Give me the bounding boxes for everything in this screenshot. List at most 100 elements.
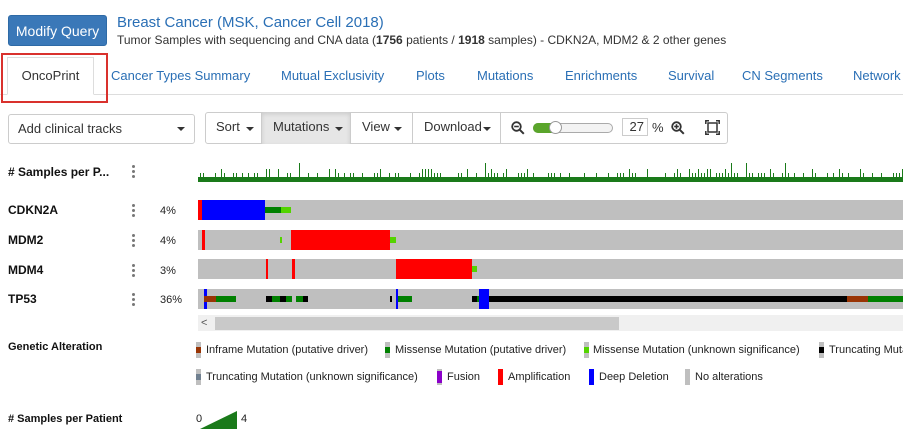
samples-track-bar xyxy=(701,173,702,177)
legend-swatch-missense-vus xyxy=(584,342,589,358)
tab-oncoprint[interactable]: OncoPrint xyxy=(7,57,94,95)
tab-mutual-exclusivity[interactable]: Mutual Exclusivity xyxy=(281,68,385,83)
samples-label: samples) xyxy=(484,33,537,47)
legend-label-truncating-vus: Truncating Mutation (unknown significanc… xyxy=(206,371,418,383)
missense-driver-cell xyxy=(286,296,292,302)
tab-plots[interactable]: Plots xyxy=(416,68,445,83)
samples-track-bar xyxy=(290,173,291,177)
tab-enrichments[interactable]: Enrichments xyxy=(565,68,638,83)
zoom-out-icon[interactable] xyxy=(511,121,525,135)
zoom-percent-input[interactable]: 27 xyxy=(622,118,648,136)
zoom-slider-fill xyxy=(533,123,555,133)
samples-track-bar xyxy=(395,173,396,177)
samples-track-bar xyxy=(725,169,726,177)
missense-driver-cell xyxy=(477,296,479,302)
truncating-driver-cell xyxy=(303,296,308,302)
track-menu-icon[interactable] xyxy=(132,165,135,180)
missense-vus-cell xyxy=(280,237,282,243)
samples-track-bar xyxy=(872,173,873,177)
samples-track-bar xyxy=(317,173,318,177)
track-menu-icon[interactable] xyxy=(132,293,135,308)
samples-track-bar xyxy=(896,173,897,177)
samples-track-bar xyxy=(704,173,705,177)
zoom-slider-handle[interactable] xyxy=(549,121,562,134)
clinical-tracks-placeholder: Add clinical tracks xyxy=(18,121,123,136)
genes-summary: - CDKN2A, MDM2 & 2 other genes xyxy=(536,33,727,47)
samples-track-bar xyxy=(695,173,696,177)
samples-track-bar xyxy=(506,169,507,177)
samples-count: 1918 xyxy=(458,33,485,47)
spp-legend-max: 4 xyxy=(241,413,248,425)
missense-driver-cell xyxy=(296,296,303,302)
legend-label-amplification: Amplification xyxy=(508,371,571,383)
tab-survival[interactable]: Survival xyxy=(668,68,715,83)
tab-network[interactable]: Network xyxy=(853,68,901,83)
inframe-driver-cell xyxy=(204,296,216,302)
scroll-left-arrow-icon[interactable]: < xyxy=(201,317,208,329)
samples-track-bar xyxy=(833,173,834,177)
legend-swatch-missense-driver xyxy=(385,342,390,358)
sort-label: Sort xyxy=(216,119,240,134)
gene-label-cdkn2a: CDKN2A xyxy=(8,203,59,217)
subtitle-prefix: Tumor Samples with sequencing and CNA da… xyxy=(117,33,377,47)
samples-track-bar xyxy=(434,173,435,177)
view-label: View xyxy=(362,119,390,134)
samples-per-patient-track xyxy=(198,163,903,182)
tab-mutations[interactable]: Mutations xyxy=(477,68,534,83)
altered-percent-cdkn2a: 4% xyxy=(160,205,176,217)
samples-track-bar xyxy=(461,173,462,177)
zoom-in-icon[interactable] xyxy=(671,121,685,135)
oncoprint-row-mdm2[interactable] xyxy=(198,230,903,250)
track-menu-icon[interactable] xyxy=(132,204,135,219)
samples-track-bar xyxy=(689,169,690,177)
samples-track-bar xyxy=(476,173,477,177)
samples-track-bar xyxy=(257,173,258,177)
samples-track-baseline xyxy=(198,177,903,182)
samples-track-bar xyxy=(737,173,738,177)
legend-label-missense-vus: Missense Mutation (unknown significance) xyxy=(593,344,800,356)
patients-label: patients / xyxy=(402,33,459,47)
download-button[interactable]: Download xyxy=(413,112,501,144)
zoom-to-fit-icon[interactable] xyxy=(705,120,720,135)
tab-cancer-types-summary[interactable]: Cancer Types Summary xyxy=(111,68,251,83)
track-menu-icon[interactable] xyxy=(132,234,135,249)
samples-track-bar xyxy=(815,173,816,177)
altered-percent-mdm4: 3% xyxy=(160,265,176,277)
spp-legend-min: 0 xyxy=(196,413,203,425)
view-button[interactable]: View xyxy=(351,112,413,144)
samples-track-bar xyxy=(848,173,849,177)
legend-swatch-deep-deletion xyxy=(589,369,594,385)
samples-track-bar xyxy=(785,163,786,177)
track-menu-icon[interactable] xyxy=(132,264,135,279)
oncoprint-row-cdkn2a[interactable] xyxy=(198,200,903,220)
study-title-link[interactable]: Breast Cancer (MSK, Cancer Cell 2018) xyxy=(117,14,384,31)
sort-button[interactable]: Sort xyxy=(205,112,262,144)
samples-track-bar xyxy=(467,169,468,177)
samples-track-bar xyxy=(752,173,753,177)
scrollbar-thumb[interactable] xyxy=(215,317,619,330)
samples-track-bar xyxy=(221,169,222,177)
samples-track-bar xyxy=(677,169,678,177)
tab-cn-segments[interactable]: CN Segments xyxy=(742,68,823,83)
gene-label-tp53: TP53 xyxy=(8,292,37,306)
oncoprint-row-mdm4[interactable] xyxy=(198,259,903,279)
samples-track-bar xyxy=(224,173,225,177)
samples-track-bar xyxy=(410,173,411,177)
samples-track-bar xyxy=(503,173,504,177)
legend-swatch-truncating-driver xyxy=(819,342,824,358)
legend-swatch-fusion xyxy=(437,369,442,385)
legend-swatch-inframe-driver xyxy=(196,342,201,358)
samples-track-bar xyxy=(254,173,255,177)
samples-track-bar xyxy=(731,163,732,177)
add-clinical-tracks-dropdown[interactable]: Add clinical tracks xyxy=(8,114,195,144)
samples-track-bar xyxy=(521,173,522,177)
truncating-driver-cell xyxy=(280,296,286,302)
samples-track-bar xyxy=(299,163,300,177)
legend-swatch-truncating-vus xyxy=(196,369,201,385)
mutations-button[interactable]: Mutations xyxy=(262,112,351,144)
modify-query-button[interactable]: Modify Query xyxy=(8,15,107,46)
amplification-cell xyxy=(202,230,205,250)
samples-track-bar xyxy=(635,173,636,177)
oncoprint-row-tp53[interactable] xyxy=(198,289,903,309)
samples-per-patient-legend-title: # Samples per Patient xyxy=(8,413,123,425)
